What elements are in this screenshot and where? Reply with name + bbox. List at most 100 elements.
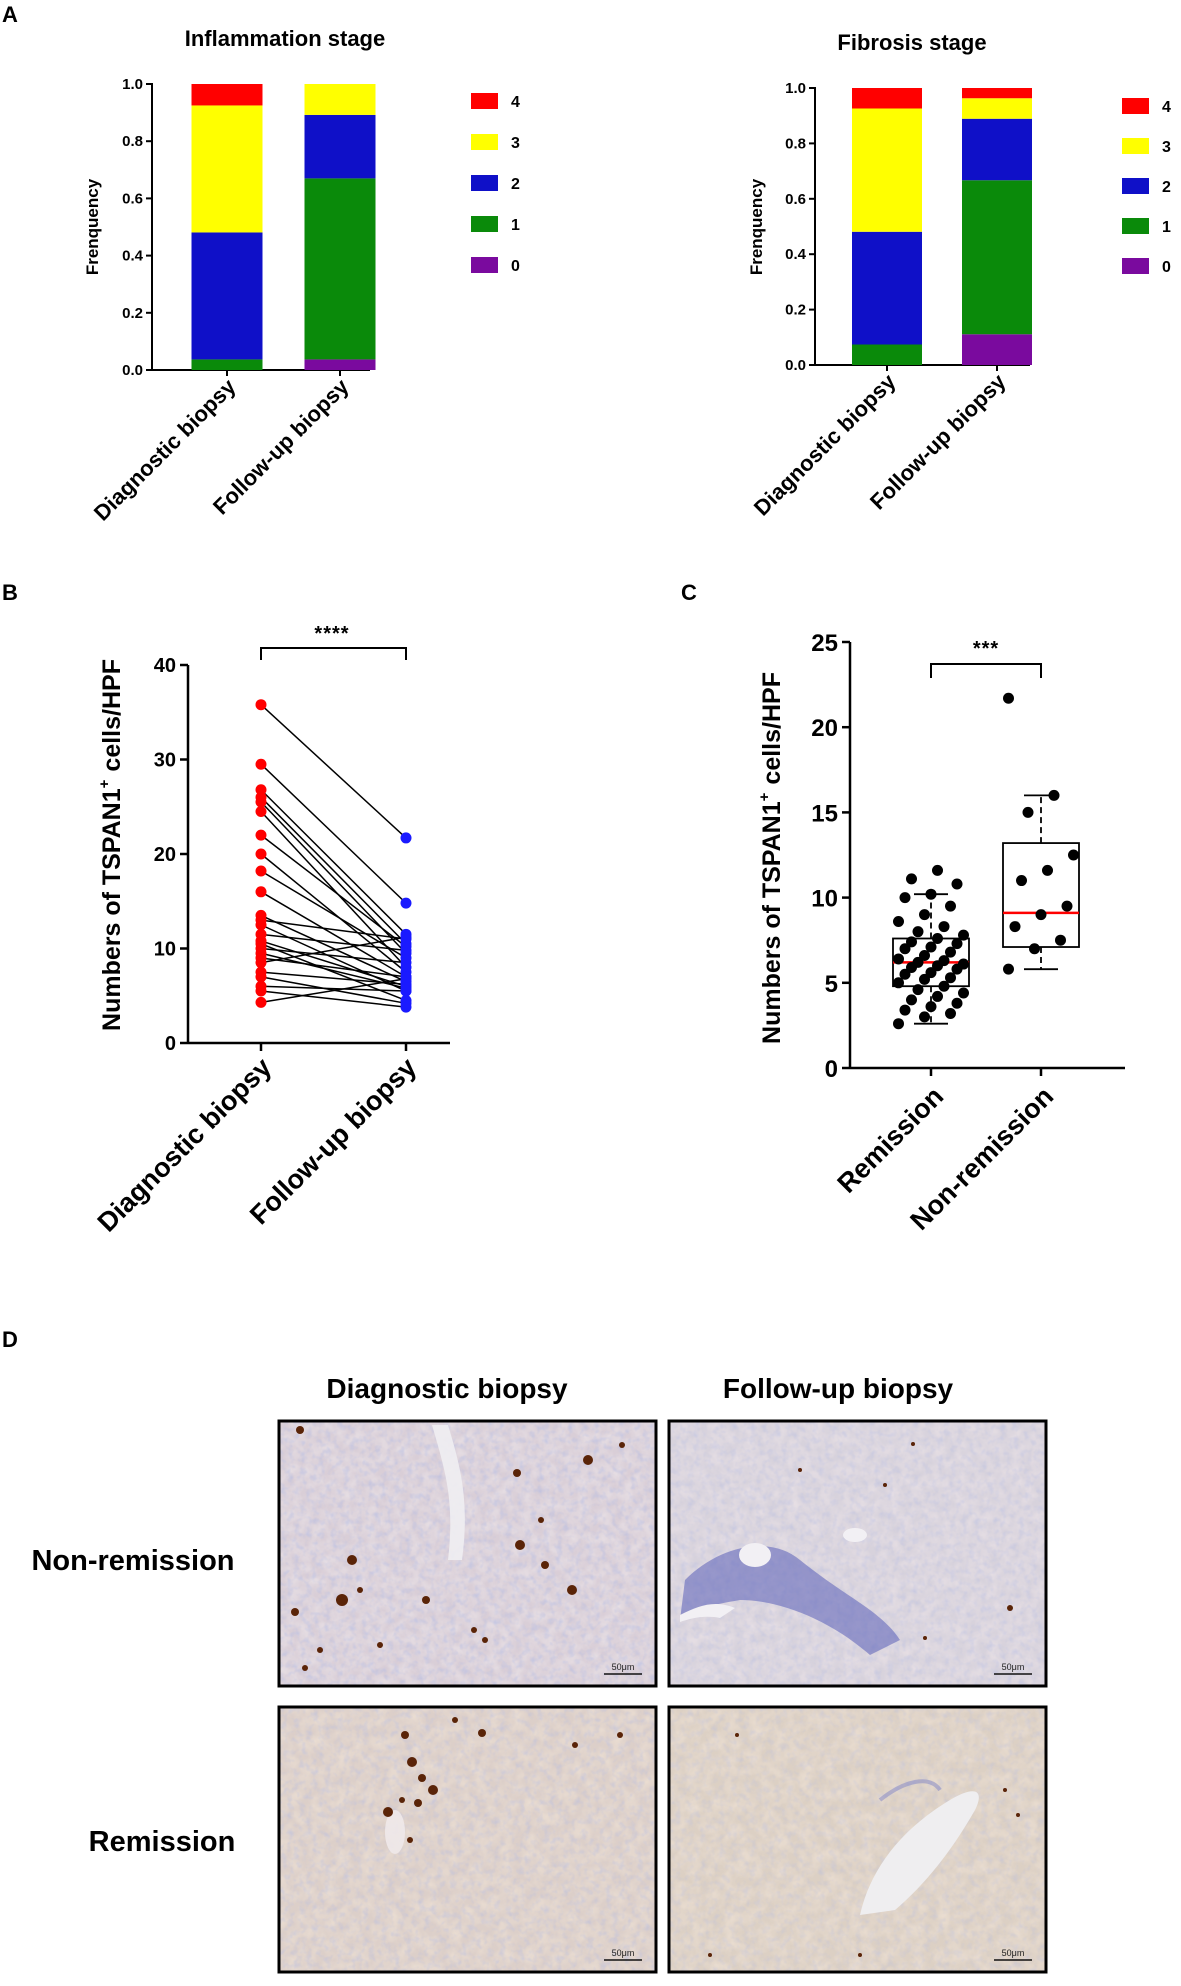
data-point <box>919 973 930 985</box>
legend-swatch-stage-3 <box>1122 138 1149 154</box>
bar-segment-stage-2 <box>852 231 922 345</box>
legend-swatch-stage-2 <box>471 175 498 191</box>
y-tick-label: 0.8 <box>122 133 143 150</box>
followup-point <box>400 944 412 956</box>
data-point <box>893 915 904 927</box>
diagnostic-point <box>255 886 267 898</box>
legend-label: 4 <box>1162 99 1171 116</box>
data-point <box>1055 934 1066 946</box>
paired-tspan1-chart: Numbers of TSPAN1+cells/HPF **** 0 10 20 30… <box>92 623 450 1238</box>
y-tick-label: 25 <box>811 630 838 657</box>
legend-label: 1 <box>511 217 520 234</box>
data-point <box>945 946 956 958</box>
legend-label: 2 <box>1162 179 1171 196</box>
histology-row-label-remission: Remission <box>89 1826 236 1858</box>
fibrosis-y-axis-label: Frenquency <box>747 178 766 275</box>
data-point <box>899 943 911 955</box>
y-tick-label: 10 <box>154 939 176 961</box>
legend-swatch-stage-0 <box>471 257 498 273</box>
legend-label: 3 <box>1162 139 1171 156</box>
pair-line <box>260 943 407 1002</box>
diagnostic-point <box>255 919 267 931</box>
inflammation-stage-chart: Inflammation stage Frenquency 0.0 0.2 0.4 0… <box>83 26 520 526</box>
pair-line <box>260 763 407 904</box>
legend-swatch-stage-4 <box>1122 98 1149 114</box>
data-point <box>945 900 956 912</box>
y-tick-label: 0.8 <box>785 135 806 152</box>
data-point <box>919 1011 930 1023</box>
bar-segment-stage-0 <box>304 359 376 370</box>
data-point <box>893 1018 904 1030</box>
pair-line <box>260 977 407 1004</box>
y-tick-label: 0.4 <box>785 246 807 263</box>
data-point <box>945 972 956 984</box>
data-point <box>1068 849 1079 861</box>
bar-segment-stage-4 <box>191 84 263 106</box>
data-point <box>906 936 917 948</box>
bar-segment-stage-2 <box>962 118 1032 181</box>
pair-line <box>260 985 407 992</box>
diagnostic-point <box>255 865 267 877</box>
data-point <box>912 984 924 996</box>
pair-line <box>260 704 407 839</box>
data-point <box>932 932 943 944</box>
followup-point <box>400 985 412 997</box>
bar-segment-stage-3 <box>191 105 263 233</box>
data-point <box>958 958 969 970</box>
data-point <box>951 997 963 1009</box>
diagnostic-point <box>255 758 267 770</box>
legend-swatch-stage-0 <box>1122 258 1149 274</box>
fibrosis-chart-title: Fibrosis stage <box>837 30 986 55</box>
y-tick-label: 0.6 <box>122 190 143 207</box>
legend-swatch-stage-1 <box>471 216 498 232</box>
data-point <box>1022 806 1034 818</box>
legend-swatch-stage-1 <box>1122 218 1149 234</box>
data-point <box>1029 943 1040 955</box>
pair-line <box>260 796 407 945</box>
inflammation-y-axis-label: Frenquency <box>83 178 102 275</box>
diagnostic-point <box>255 829 267 841</box>
data-point <box>893 977 904 989</box>
pair-line <box>260 990 407 1008</box>
data-point <box>1035 909 1047 921</box>
pair-line <box>260 870 407 959</box>
data-point <box>938 980 950 992</box>
data-point <box>1003 692 1014 704</box>
diagnostic-point <box>255 985 267 997</box>
legend-label: 0 <box>1162 259 1171 276</box>
data-point <box>925 888 937 900</box>
data-point <box>1016 875 1027 887</box>
bar-segment-stage-2 <box>304 114 376 179</box>
y-tick-label: 0.0 <box>785 357 806 374</box>
boxplot-y-axis-label: Numbers of TSPAN1+cells/HPF <box>756 672 786 1044</box>
histology-scale-bar-label-3: 50μm <box>612 1948 635 1958</box>
data-point <box>899 892 911 904</box>
y-tick-label: 0.2 <box>122 305 143 322</box>
diagnostic-point <box>255 996 267 1008</box>
legend-swatch-stage-4 <box>471 93 498 109</box>
pair-line <box>260 914 407 983</box>
bar-segment-stage-4 <box>852 88 922 109</box>
data-point <box>932 864 943 876</box>
fibrosis-stage-chart: Fibrosis stage Frenquency 0.0 0.2 0.4 0.6 0.… <box>747 30 1171 521</box>
y-tick-label: 0 <box>825 1056 838 1083</box>
pair-line <box>260 936 407 964</box>
boxplot-tspan1-chart: Numbers of TSPAN1+cells/HPF *** 0 5 10 15 20… <box>756 630 1125 1236</box>
data-point <box>1061 900 1073 912</box>
histology-column-title-diagnostic: Diagnostic biopsy <box>326 1373 568 1404</box>
data-point <box>1048 789 1060 801</box>
significance-bracket <box>930 663 1042 678</box>
boxplot-significance-label: *** <box>973 638 999 660</box>
data-point <box>951 938 963 950</box>
followup-point <box>400 897 412 909</box>
histology-scale-bar-label-1: 50μm <box>612 1662 635 1672</box>
bar-segment-stage-4 <box>962 88 1032 99</box>
legend-label: 1 <box>1162 219 1171 236</box>
y-tick-label: 0.4 <box>122 248 144 265</box>
histology-image-remission-diagnostic: 50μm <box>277 1705 658 1974</box>
histology-image-remission-followup: 50μm <box>667 1705 1048 1974</box>
y-tick-label: 20 <box>154 844 176 866</box>
data-point <box>912 926 924 938</box>
followup-point <box>400 931 412 943</box>
